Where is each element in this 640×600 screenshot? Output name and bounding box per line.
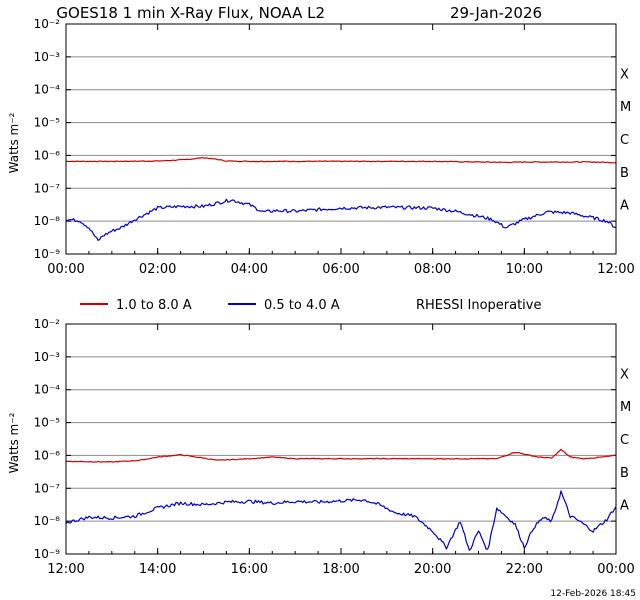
x-tick-label: 20:00	[414, 562, 451, 577]
x-tick-label: 06:00	[322, 262, 359, 277]
y-tick-label: 10⁻⁸	[34, 214, 61, 228]
y-tick-label: 10⁻⁶	[34, 448, 61, 462]
flare-class-label: C	[620, 133, 629, 148]
y-tick-label: 10⁻⁹	[34, 247, 61, 261]
flare-class-label: X	[620, 367, 629, 382]
x-tick-label: 08:00	[414, 262, 451, 277]
flare-class-label: M	[620, 100, 631, 115]
y-tick-label: 10⁻²	[34, 17, 61, 31]
footer-timestamp: 12-Feb-2026 18:45	[550, 589, 636, 599]
legend-label-long: 1.0 to 8.0 A	[116, 298, 192, 313]
y-tick-label: 10⁻⁴	[34, 383, 61, 397]
y-tick-label: 10⁻⁸	[34, 514, 61, 528]
series-line-long	[65, 448, 617, 463]
rhessi-status: RHESSI Inoperative	[416, 298, 541, 313]
top-panel: 10⁻⁹ 10⁻⁸ 10⁻⁷ 10⁻⁶ 10⁻⁵ 10⁻⁴ 10⁻³ 10⁻² 00:00 02:…	[7, 17, 635, 277]
plot-frame	[65, 23, 617, 255]
x-tick-label: 00:00	[47, 262, 84, 277]
y-tick-label: 10⁻⁷	[34, 181, 61, 195]
y-tick-label: 10⁻⁴	[34, 83, 61, 97]
chart-title: GOES18 1 min X-Ray Flux, NOAA L2	[56, 4, 325, 22]
chart-date: 29-Jan-2026	[450, 4, 542, 22]
flare-class-label: A	[620, 199, 629, 214]
x-tick-label: 18:00	[322, 562, 359, 577]
flare-class-label: M	[620, 400, 631, 415]
legend: 1.0 to 8.0 A 0.5 to 4.0 A RHESSI Inopera…	[80, 298, 541, 313]
y-tick-label: 10⁻⁶	[34, 148, 61, 162]
y-tick-label: 10⁻⁵	[34, 416, 61, 430]
flare-class-label: C	[620, 433, 629, 448]
flare-class-label: X	[620, 67, 629, 82]
x-tick-label: 12:00	[597, 262, 634, 277]
y-tick-label: 10⁻⁵	[34, 116, 61, 130]
y-tick-label: 10⁻⁷	[34, 481, 61, 495]
series-line-short	[65, 198, 617, 241]
y-axis-label: Watts m⁻²	[7, 112, 21, 173]
series-line-long	[65, 156, 617, 164]
flare-class-label: B	[620, 166, 629, 181]
x-tick-label: 10:00	[506, 262, 543, 277]
y-tick-label: 10⁻²	[34, 317, 61, 331]
x-tick-label: 22:00	[506, 562, 543, 577]
y-tick-label: 10⁻³	[34, 350, 61, 364]
series-line-short	[65, 490, 617, 551]
bottom-panel: 10⁻⁹ 10⁻⁸ 10⁻⁷ 10⁻⁶ 10⁻⁵ 10⁻⁴ 10⁻³ 10⁻² 12:00 14:…	[7, 317, 635, 577]
x-tick-label: 14:00	[139, 562, 176, 577]
x-tick-label: 16:00	[231, 562, 268, 577]
y-tick-label: 10⁻³	[34, 50, 61, 64]
flare-class-label: B	[620, 466, 629, 481]
y-axis-label: Watts m⁻²	[7, 412, 21, 473]
legend-label-short: 0.5 to 4.0 A	[264, 298, 340, 313]
x-tick-label: 04:00	[231, 262, 268, 277]
plot-frame	[65, 323, 617, 555]
x-tick-label: 00:00	[597, 562, 634, 577]
y-tick-label: 10⁻⁹	[34, 547, 61, 561]
x-tick-label: 02:00	[139, 262, 176, 277]
x-tick-label: 12:00	[47, 562, 84, 577]
flare-class-label: A	[620, 499, 629, 514]
